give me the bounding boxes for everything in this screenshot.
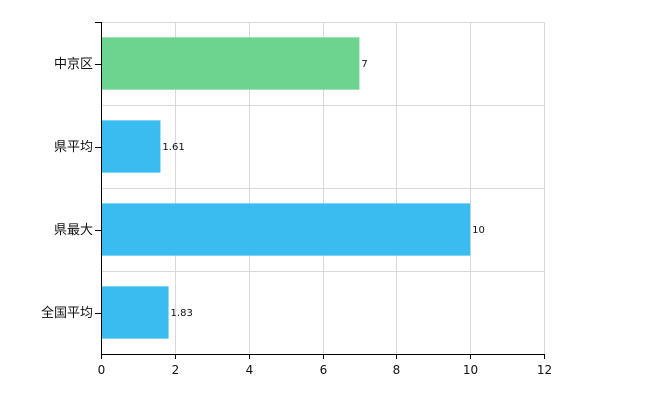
- x-tick-label: 2: [172, 363, 180, 377]
- x-tick-label: 8: [393, 363, 401, 377]
- x-tick-label: 10: [463, 363, 478, 377]
- data-label: 7: [361, 59, 367, 70]
- category-label: 県最大: [54, 223, 93, 238]
- category-label: 中京区: [54, 57, 93, 72]
- category-label: 全国平均: [41, 305, 93, 321]
- x-tick-label: 12: [537, 363, 552, 377]
- axes: [101, 22, 545, 355]
- bar: [101, 120, 161, 173]
- bar: [101, 37, 360, 90]
- data-label: 1.61: [162, 142, 184, 153]
- x-tick-label: 6: [320, 363, 328, 377]
- data-label: 1.83: [171, 308, 193, 319]
- x-tick-label: 4: [246, 363, 254, 377]
- category-label: 県平均: [54, 140, 93, 155]
- bar: [101, 286, 169, 339]
- labels: 0 2 4 6 8 10 12 中京区 7 県平均 1.61 県最大 10 全国平均 1.83: [41, 57, 552, 377]
- x-tick-label: 0: [98, 363, 106, 377]
- bars: [101, 37, 471, 339]
- data-label: 10: [472, 225, 485, 236]
- bar: [101, 203, 471, 256]
